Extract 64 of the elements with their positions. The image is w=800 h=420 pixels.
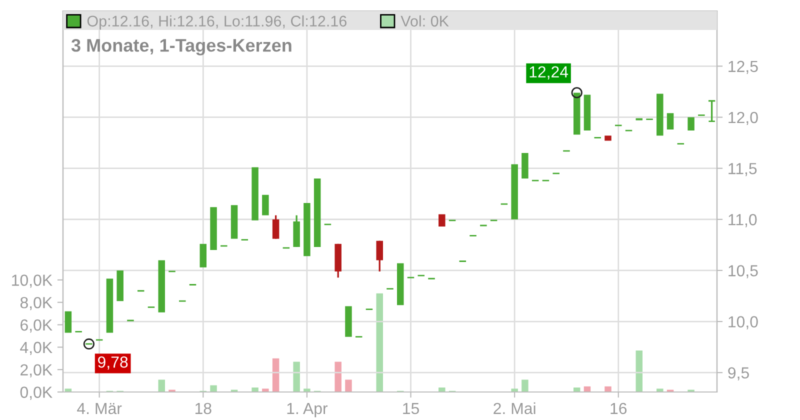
y2-tick-label: 11,0: [728, 214, 757, 228]
x-tick-label: 1. Apr: [287, 403, 328, 418]
y-tick-label: 8,0K: [20, 296, 52, 310]
text: 3 Monate, 1-Tages-Kerzen: [71, 38, 292, 56]
bar: [293, 362, 300, 392]
candlestick: [688, 117, 694, 131]
y2-tick-label: 11,5: [728, 163, 757, 176]
y-tick-label: 10,0K: [12, 274, 52, 288]
y2-tick-label: 10,0: [728, 316, 758, 330]
candlestick: [376, 240, 383, 272]
candlestick: [116, 270, 124, 302]
bar: [636, 350, 643, 392]
y2-tick-label: 9,5: [728, 367, 749, 380]
annotation: 12,24: [530, 66, 568, 80]
bar: [604, 386, 612, 392]
candlestick: [64, 311, 72, 333]
bar: [262, 388, 269, 392]
candlestick: [584, 94, 591, 131]
x-tick-label: 2. Mai: [494, 402, 536, 414]
bar: [334, 362, 342, 392]
bar: [656, 388, 664, 392]
candlestick: [604, 136, 612, 141]
bar: [210, 385, 217, 392]
candlestick: [200, 244, 207, 268]
candlestick: [314, 178, 321, 247]
bar: [438, 388, 446, 392]
y2-tick-label: 10,5: [728, 265, 758, 278]
y2-tick-label: 12,5: [728, 60, 758, 74]
legend-label: Vol: 0K: [400, 15, 449, 27]
x-tick-label: 4. Mär: [77, 403, 122, 414]
y-tick-label: 2,0K: [20, 364, 52, 378]
candlestick: [272, 214, 280, 240]
bar: [376, 293, 383, 392]
candlestick: [158, 260, 165, 312]
annotation: 9,78: [98, 356, 128, 370]
candlestick: [304, 203, 310, 256]
candlestick: [230, 205, 238, 239]
bar: [158, 380, 165, 392]
y-tick-label: 6,0K: [20, 319, 52, 333]
candlestick: [438, 214, 446, 227]
y-tick-label: 0,0K: [20, 386, 52, 400]
candlestick: [210, 207, 217, 250]
bar: [511, 388, 518, 392]
bar: [252, 388, 258, 392]
candlestick: [345, 306, 352, 337]
candlestick: [573, 92, 580, 135]
candlestick: [656, 94, 664, 136]
bar: [272, 358, 280, 392]
bar: [522, 380, 528, 392]
legend-label: Op:12.16, Hi:12.16, Lo:11.96, Cl:12.16: [87, 15, 346, 30]
x-tick-label: 16: [610, 402, 627, 414]
candlestick: [397, 263, 404, 306]
y2-tick-label: 12,0: [728, 112, 758, 126]
bar: [345, 380, 352, 392]
y-tick-label: 4,0K: [20, 342, 52, 356]
candlestick: [252, 167, 258, 220]
x-tick-label: 15: [403, 403, 419, 414]
candlestick: [511, 164, 518, 220]
candlestick: [262, 194, 269, 216]
candlestick: [522, 152, 528, 179]
bar: [304, 388, 310, 392]
candlestick: [106, 278, 114, 333]
x-tick-label: 18: [195, 402, 212, 414]
candlestick: [666, 113, 674, 130]
